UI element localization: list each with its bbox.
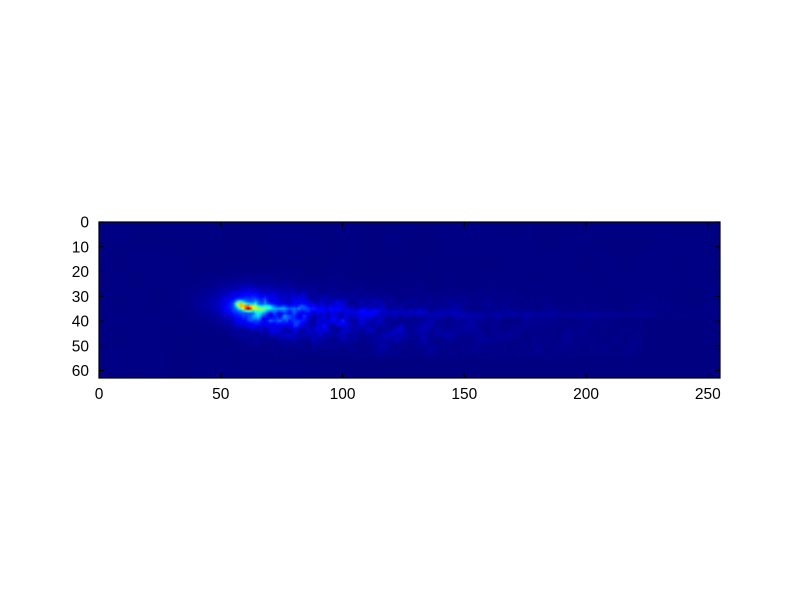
svg-text:60: 60 [72, 363, 90, 380]
svg-text:30: 30 [72, 289, 90, 306]
svg-text:0: 0 [80, 215, 89, 232]
svg-text:50: 50 [212, 386, 230, 403]
svg-text:100: 100 [330, 386, 356, 403]
svg-text:200: 200 [573, 386, 599, 403]
svg-text:250: 250 [695, 386, 721, 403]
svg-text:0: 0 [95, 386, 104, 403]
svg-text:150: 150 [451, 386, 477, 403]
svg-text:50: 50 [72, 338, 90, 355]
svg-text:20: 20 [72, 264, 90, 281]
svg-text:40: 40 [72, 314, 90, 331]
svg-text:10: 10 [72, 239, 90, 256]
